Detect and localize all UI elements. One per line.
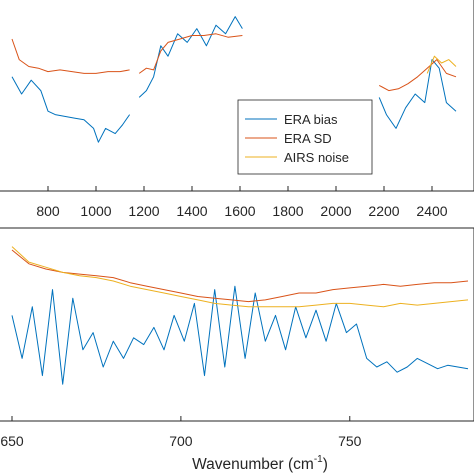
top-plot-frame <box>0 0 474 192</box>
bottom-series-era-sd-segment-0 <box>11 249 469 303</box>
legend-label-era-sd: ERA SD <box>284 131 332 146</box>
legend-box <box>237 99 373 175</box>
bottom-plot-frame <box>0 227 474 422</box>
top-x-ticks: 800 1000 1200 1400 1600 1800 2000 2200 2400 <box>36 186 448 219</box>
bottom-series-era-bias-segment-0 <box>11 285 469 385</box>
bottom-panel: 650 700 750 Wavenumber (cm-1) <box>0 227 474 473</box>
legend-label-airs-noise: AIRS noise <box>284 150 349 165</box>
top-series-era-sd-segment-0 <box>11 38 130 74</box>
top-series-group <box>11 16 457 143</box>
top-x-tick-label-800: 800 <box>36 203 60 219</box>
top-series-airs-noise-segment-0 <box>426 55 457 74</box>
top-x-tick-label-1400: 1400 <box>176 203 207 219</box>
top-panel: 800 1000 1200 1400 1600 1800 2000 2200 2400 ERA … <box>0 0 474 219</box>
bottom-series-airs-noise-segment-0 <box>11 246 469 308</box>
top-x-tick-label-1800: 1800 <box>272 203 303 219</box>
top-x-tick-label-1000: 1000 <box>80 203 111 219</box>
legend: ERA bias ERA SD AIRS noise <box>237 99 373 175</box>
top-x-tick-label-2400: 2400 <box>416 203 447 219</box>
top-series-era-sd-segment-2 <box>378 59 457 92</box>
x-axis-label: Wavenumber (cm-1) <box>192 454 328 473</box>
top-series-era-bias-segment-2 <box>378 59 457 129</box>
bottom-x-tick-label-750: 750 <box>338 433 362 449</box>
top-x-tick-label-2200: 2200 <box>368 203 399 219</box>
top-x-tick-label-2000: 2000 <box>320 203 351 219</box>
bottom-x-ticks: 650 700 750 <box>0 416 362 449</box>
top-series-era-sd-segment-1 <box>138 33 243 74</box>
legend-label-era-bias: ERA bias <box>284 112 338 127</box>
bottom-x-tick-label-650: 650 <box>0 433 24 449</box>
bottom-series-group <box>11 246 469 385</box>
top-x-tick-label-1600: 1600 <box>224 203 255 219</box>
top-x-tick-label-1200: 1200 <box>128 203 159 219</box>
top-series-era-bias-segment-0 <box>11 76 131 143</box>
bottom-x-tick-label-700: 700 <box>169 433 193 449</box>
top-series-era-bias-segment-1 <box>138 16 243 98</box>
